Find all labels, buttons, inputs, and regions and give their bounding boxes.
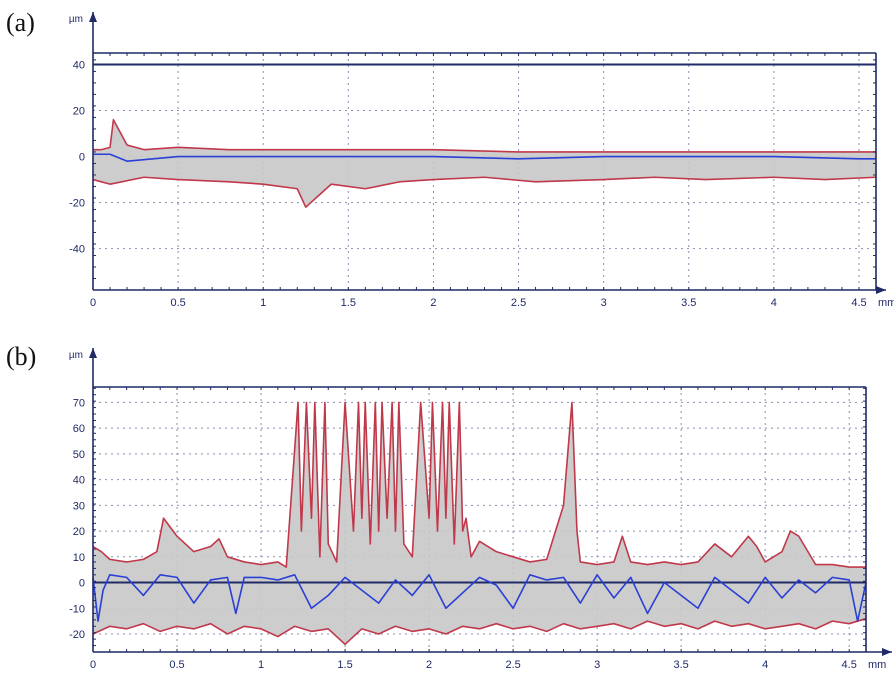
y-tick-label: -20 <box>69 198 85 210</box>
x-tick-label: 2 <box>426 659 432 671</box>
y-tick-label: -20 <box>69 629 85 641</box>
x-axis-unit: mm <box>878 297 894 309</box>
panel-label-a: (a) <box>6 8 35 37</box>
x-tick-label: 4 <box>762 659 768 671</box>
series-upper-profile <box>92 401 866 568</box>
y-tick-label: 0 <box>79 578 85 590</box>
y-axis-unit: µm <box>69 14 83 25</box>
y-tick-label: 50 <box>73 449 85 461</box>
x-tick-label: 1 <box>260 297 266 309</box>
x-tick-label: 2 <box>430 297 436 309</box>
series-lower-profile <box>92 617 867 646</box>
chart-b: 0 0.5 1 1.5 2 2.5 3 3.5 4 4.5 70 60 50 40 30 20 10 0 -10 -2… <box>69 348 892 671</box>
x-tick-label: 0 <box>90 297 96 309</box>
x-tick-label: 0.5 <box>170 297 185 309</box>
y-tick-label: 20 <box>73 526 85 538</box>
roughness-band <box>93 402 866 645</box>
x-tick-label: 1.5 <box>337 659 352 671</box>
y-tick-label: 20 <box>73 106 85 118</box>
panel-label-b: (b) <box>6 342 37 371</box>
x-tick-label: 1 <box>258 659 264 671</box>
y-tick-label: 70 <box>73 397 85 409</box>
roughness-band <box>93 119 876 208</box>
y-tick-label: -10 <box>69 603 85 615</box>
y-tick-label: 40 <box>73 60 85 72</box>
chart-a: 0 0.5 1 1.5 2 2.5 3 3.5 4 4.5 40 20 0 -20 -40 µm mm <box>69 12 894 309</box>
x-tick-label: 4 <box>771 297 777 309</box>
y-tick-label: 60 <box>73 423 85 435</box>
x-tick-label: 0.5 <box>169 659 184 671</box>
x-tick-label: 1.5 <box>341 297 356 309</box>
x-axis-arrow <box>882 648 892 656</box>
series-mean-profile <box>92 574 867 622</box>
y-tick-label: 30 <box>73 500 85 512</box>
x-tick-label: 2.5 <box>505 659 520 671</box>
x-tick-label: 4.5 <box>851 297 866 309</box>
y-tick-label: 40 <box>73 475 85 487</box>
series-upper-profile <box>93 118 876 153</box>
y-axis-arrow <box>89 348 97 358</box>
y-tick-label: 10 <box>73 552 85 564</box>
x-tick-label: 3 <box>601 297 607 309</box>
x-tick-label: 0 <box>90 659 96 671</box>
x-axis-unit: mm <box>868 659 886 671</box>
series-mean-profile <box>93 153 876 162</box>
series-lower-profile <box>92 176 877 208</box>
x-axis-arrow <box>876 286 886 294</box>
x-tick-label: 3.5 <box>674 659 689 671</box>
y-tick-label: -40 <box>69 244 85 256</box>
x-tick-label: 2.5 <box>511 297 526 309</box>
x-tick-label: 3 <box>594 659 600 671</box>
y-axis-arrow <box>89 12 97 22</box>
x-tick-label: 4.5 <box>842 659 857 671</box>
y-axis-unit: µm <box>69 350 83 361</box>
x-tick-label: 3.5 <box>681 297 696 309</box>
y-tick-label: 0 <box>79 152 85 164</box>
